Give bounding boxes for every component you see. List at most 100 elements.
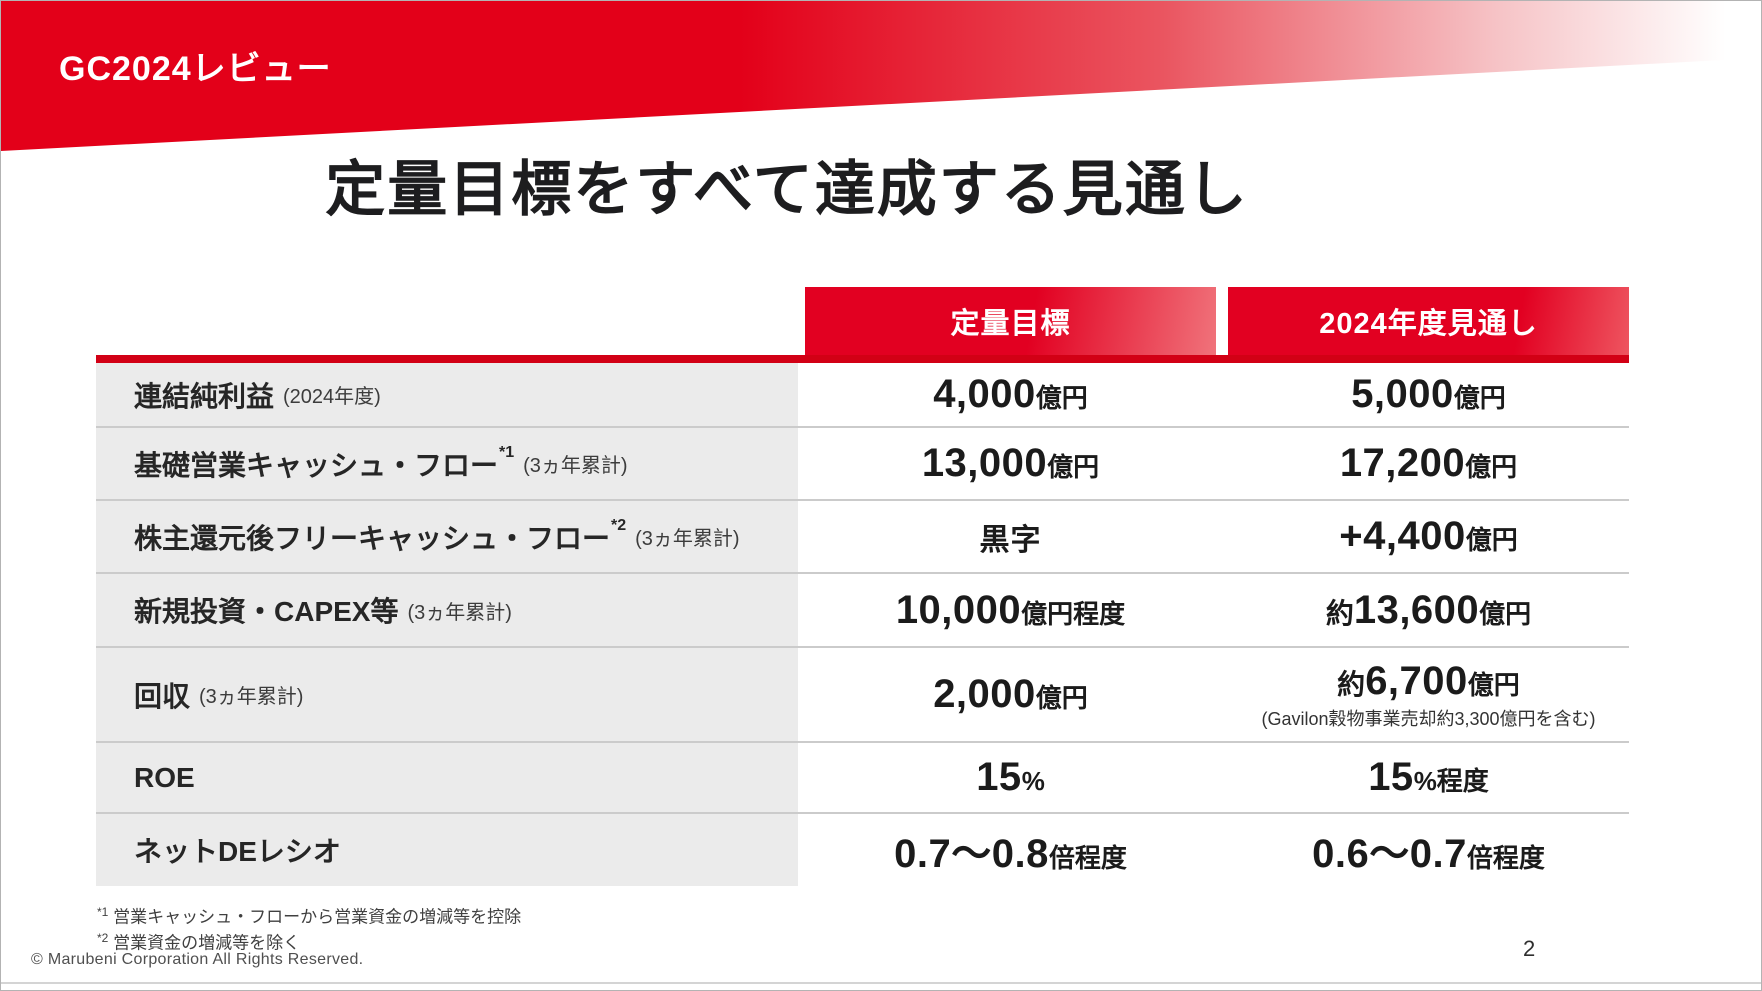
row-label-superscript: *2 xyxy=(611,516,627,534)
table-row: ROE 15% 15 %程度 xyxy=(96,743,1629,814)
target-value-line: 2,000 億円 xyxy=(933,672,1088,717)
table-row: ネットDEレシオ 0.7〜0.8 倍程度 0.6〜0.7 倍程度 xyxy=(96,814,1629,886)
table-row: 回収 (3ヵ年累計) 2,000 億円約 6,700 億円 (Gavilon穀物事業売却約3… xyxy=(96,648,1629,743)
forecast-value-number: 6,700 xyxy=(1365,658,1468,703)
row-label-cell: 連結純利益 (2024年度) xyxy=(96,363,798,426)
table-row: 株主還元後フリーキャッシュ・フロー *2 (3ヵ年累計) 黒字 +4,400 億円 xyxy=(96,501,1629,574)
slide-section-label: GC2024レビュー xyxy=(59,50,332,88)
forecast-value-unit: 億円 xyxy=(1465,452,1518,482)
target-value-number: 10,000 xyxy=(895,587,1022,632)
row-label: 株主還元後フリーキャッシュ・フロー xyxy=(134,522,611,554)
slide-title: 定量目標をすべて達成する見通し xyxy=(325,156,1249,223)
forecast-value-unit: 億円 xyxy=(1467,669,1520,700)
forecast-value-prefix: 約 xyxy=(1337,668,1366,700)
forecast-value-unit: 倍程度 xyxy=(1466,843,1545,873)
row-label: 新規投資・CAPEX等 xyxy=(134,596,399,627)
target-value-number: 15 xyxy=(976,755,1022,799)
forecast-value-unit: 億円 xyxy=(1479,598,1532,629)
target-value: 10,000 億円程度 xyxy=(805,574,1216,646)
forecast-value-number: 0.6〜0.7 xyxy=(1312,832,1467,876)
row-label-superscript: *1 xyxy=(499,443,515,461)
row-label-cell: ROE xyxy=(96,743,798,812)
table-row: 連結純利益 (2024年度) 4,000 億円 5,000 億円 xyxy=(96,363,1629,428)
forecast-value-line: 15 %程度 xyxy=(1368,755,1489,800)
target-value-line: 4,000 億円 xyxy=(933,372,1088,417)
target-value-unit: 億円 xyxy=(1035,383,1088,413)
target-value-line: 13,000 億円 xyxy=(922,441,1099,486)
header-banner: GC2024レビュー xyxy=(1,1,1761,151)
footnote-marker: *2 xyxy=(97,930,109,945)
forecast-value-prefix: 約 xyxy=(1325,597,1354,629)
row-label-cell: ネットDEレシオ xyxy=(96,814,798,886)
row-label: 連結純利益 xyxy=(134,380,275,412)
footnote-marker: *1 xyxy=(97,905,109,919)
row-label-cell: 回収 (3ヵ年累計) xyxy=(96,648,798,741)
column-header-target: 定量目標 xyxy=(805,287,1216,355)
forecast-value-line: 0.6〜0.7 倍程度 xyxy=(1312,821,1545,879)
row-label-note: (3ヵ年累計) xyxy=(407,601,512,624)
forecast-value-subnote: (Gavilon穀物事業売却約3,300億円を含む) xyxy=(1261,708,1596,729)
target-value-number: 0.7〜0.8 xyxy=(894,832,1049,876)
metrics-table: 連結純利益 (2024年度) 4,000 億円 5,000 億円 基礎営業キャッシュ・フロー… xyxy=(96,363,1629,886)
forecast-value-line: 約 13,600 億円 xyxy=(1326,588,1531,633)
slide-bottom-edge xyxy=(1,982,1761,984)
column-header-forecast: 2024年度見通し xyxy=(1228,287,1629,355)
table-header-underline xyxy=(96,355,1629,363)
forecast-value-number: 13,600 xyxy=(1353,587,1480,632)
row-label-note: (3ヵ年累計) xyxy=(635,528,740,550)
target-value-line: 0.7〜0.8 倍程度 xyxy=(894,821,1127,879)
target-value: 4,000 億円 xyxy=(805,363,1216,426)
copyright: © Marubeni Corporation All Rights Reserv… xyxy=(31,951,364,968)
target-value-unit: 倍程度 xyxy=(1048,843,1127,873)
forecast-value: 17,200 億円 xyxy=(1228,428,1629,499)
forecast-value: 5,000 億円 xyxy=(1228,363,1629,426)
target-value-number: 13,000 xyxy=(921,441,1048,485)
forecast-value: +4,400 億円 xyxy=(1228,501,1629,572)
row-label: 基礎営業キャッシュ・フロー xyxy=(134,449,499,481)
target-value-line: 黒字 xyxy=(980,515,1042,559)
row-label-note: (3ヵ年累計) xyxy=(199,686,304,708)
target-value-number: 黒字 xyxy=(979,523,1042,557)
forecast-value-line: 約 6,700 億円 xyxy=(1337,659,1520,704)
forecast-value-line: 17,200 億円 xyxy=(1340,441,1517,486)
target-value-number: 4,000 xyxy=(933,372,1036,416)
forecast-value-line: +4,400 億円 xyxy=(1339,514,1517,559)
row-label-cell: 新規投資・CAPEX等 (3ヵ年累計) xyxy=(96,574,798,646)
page-number: 2 xyxy=(1523,936,1536,961)
target-value: 2,000 億円 xyxy=(805,648,1216,741)
target-value: 15% xyxy=(805,743,1216,812)
row-label-note: (2024年度) xyxy=(283,386,381,408)
target-value-unit: 億円 xyxy=(1047,452,1100,482)
forecast-value-unit: 億円 xyxy=(1453,383,1506,413)
row-label-note: (3ヵ年累計) xyxy=(523,455,628,477)
row-label: ネットDEレシオ xyxy=(134,836,341,867)
forecast-value-unit: %程度 xyxy=(1413,766,1489,796)
forecast-value-number: 5,000 xyxy=(1351,372,1454,416)
forecast-value: 約 6,700 億円 (Gavilon穀物事業売却約3,300億円を含む) xyxy=(1228,648,1629,741)
row-label-cell: 株主還元後フリーキャッシュ・フロー *2 (3ヵ年累計) xyxy=(96,501,798,572)
target-value: 黒字 xyxy=(805,501,1216,572)
row-label: ROE xyxy=(134,761,195,793)
forecast-value: 約 13,600 億円 xyxy=(1228,574,1629,646)
target-value: 13,000 億円 xyxy=(805,428,1216,499)
column-header-forecast-label: 2024年度見通し xyxy=(1319,308,1538,340)
table-row: 基礎営業キャッシュ・フロー *1 (3ヵ年累計) 13,000 億円 17,200 億円 xyxy=(96,428,1629,501)
target-value-number: 2,000 xyxy=(933,672,1036,716)
target-value-line: 15% xyxy=(976,755,1045,800)
footnote: *1 営業キャッシュ・フローから営業資金の増減等を控除 xyxy=(97,905,522,927)
forecast-value-number: 17,200 xyxy=(1339,441,1466,485)
forecast-value-unit: 億円 xyxy=(1465,525,1518,555)
target-value-line: 10,000 億円程度 xyxy=(896,588,1125,633)
row-label-cell: 基礎営業キャッシュ・フロー *1 (3ヵ年累計) xyxy=(96,428,798,499)
target-value-unit: % xyxy=(1021,766,1045,796)
forecast-value-line: 5,000 億円 xyxy=(1351,372,1506,417)
footnotes: *1 営業キャッシュ・フローから営業資金の増減等を控除 *2 営業資金の増減等を除… xyxy=(97,902,521,953)
forecast-value-number: +4,400 xyxy=(1339,514,1466,558)
target-value-unit: 億円 xyxy=(1035,683,1088,713)
footnote: *2 営業資金の増減等を除く xyxy=(97,930,301,953)
row-label: 回収 xyxy=(134,680,191,712)
forecast-value: 0.6〜0.7 倍程度 xyxy=(1228,814,1629,886)
column-header-target-label: 定量目標 xyxy=(950,308,1071,340)
target-value: 0.7〜0.8 倍程度 xyxy=(805,814,1216,886)
